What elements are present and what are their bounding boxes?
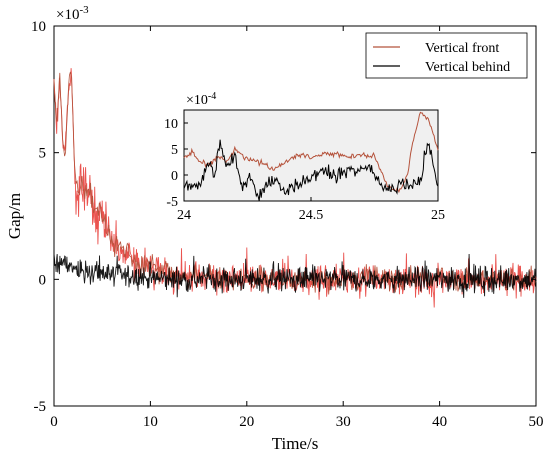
inset-plot-lines: [183, 111, 439, 202]
legend-label-behind: Vertical behind: [425, 60, 510, 75]
inset-series-line-1: [183, 139, 439, 202]
inset-axes-frame: [183, 109, 439, 202]
inset-y-multiplier: ×10-4: [186, 91, 216, 108]
inset-y-tick-label: 5: [171, 143, 178, 158]
inset-y-tick-label: 10: [164, 117, 178, 132]
x-tick-label: 40: [432, 414, 447, 430]
legend-label-front: Vertical front: [425, 41, 499, 56]
y-tick-label: 10: [31, 19, 46, 35]
legend-box: [365, 32, 528, 79]
x-tick-label: 30: [336, 414, 351, 430]
x-tick-label: 20: [239, 414, 254, 430]
main-plot-lines: [53, 68, 537, 308]
y-tick-label: 0: [39, 272, 47, 288]
main-y-multiplier: ×10-3: [56, 4, 89, 23]
y-tick-label: -5: [34, 399, 47, 415]
x-axis-label: Time/s: [272, 434, 319, 453]
series-line-1: [53, 253, 537, 298]
inset-x-tick-label: 25: [431, 208, 445, 223]
legend: Vertical front Vertical behind: [365, 32, 528, 79]
x-tick-label: 10: [143, 414, 158, 430]
inset-x-tick-label: 24.5: [299, 208, 324, 223]
inset-y-tick-label: 0: [171, 169, 178, 184]
inset-axis-ticks: 24 24.5 25 -5 0 5 10: [164, 117, 445, 223]
inset-x-tick-label: 24: [177, 208, 191, 223]
inset-y-tick-label: -5: [166, 195, 178, 210]
y-axis-label: Gap/m: [5, 193, 24, 239]
x-tick-label: 0: [50, 414, 58, 430]
main-axes-frame: [53, 25, 537, 407]
x-tick-label: 50: [529, 414, 544, 430]
y-tick-label: 5: [39, 146, 47, 162]
inset-chart: 24 24.5 25 -5 0 5 10 ×10-4: [164, 91, 445, 223]
